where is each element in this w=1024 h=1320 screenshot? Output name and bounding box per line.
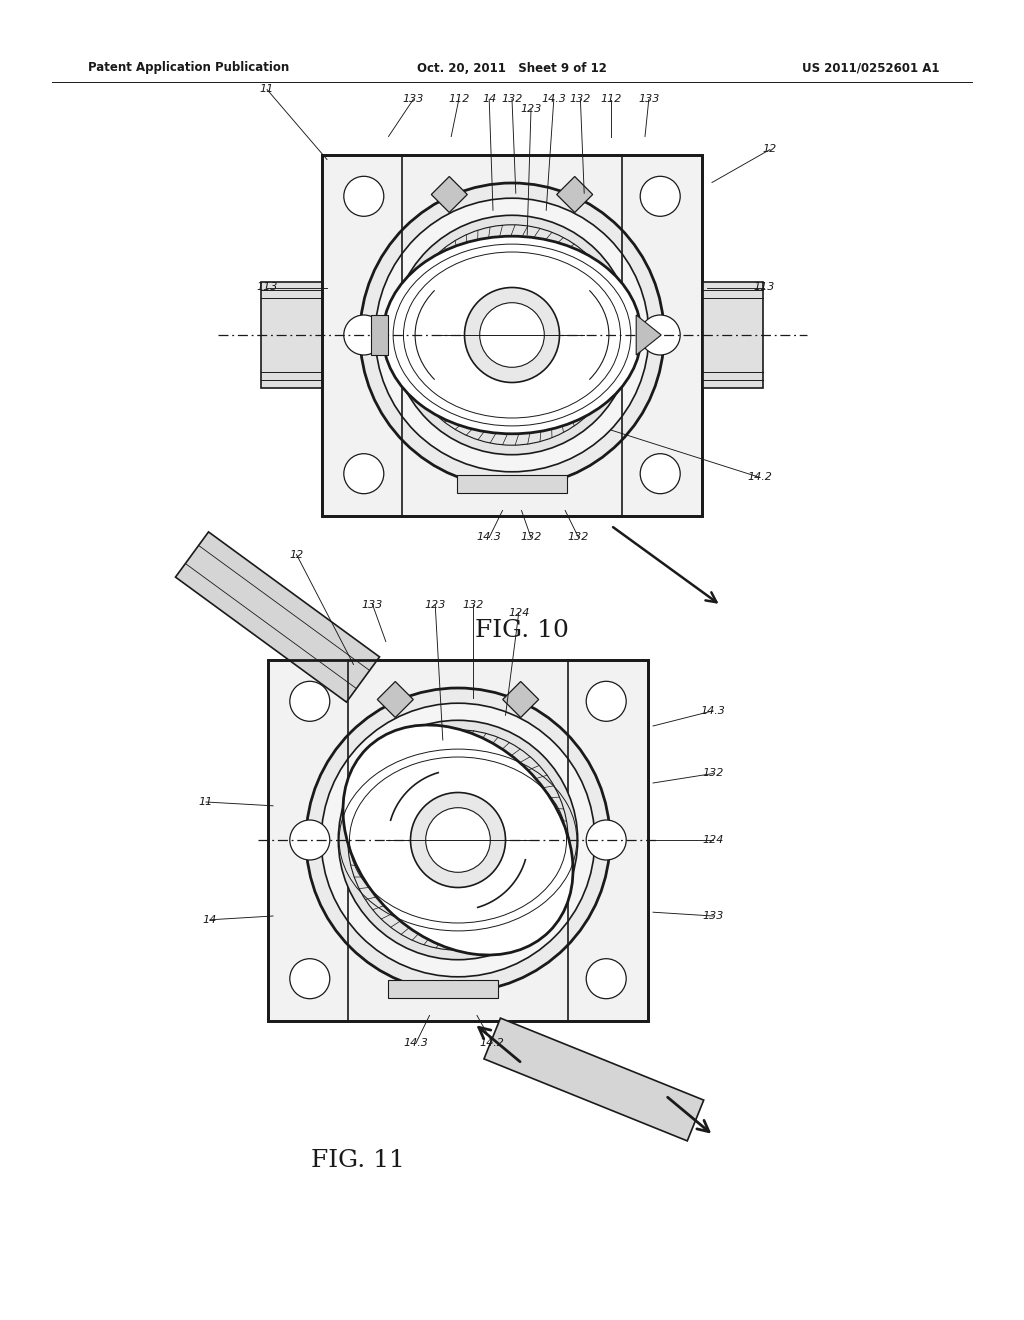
Circle shape (360, 183, 664, 487)
Text: 14.3: 14.3 (542, 95, 566, 104)
Text: 113: 113 (256, 282, 278, 293)
Circle shape (640, 454, 680, 494)
Polygon shape (431, 177, 467, 213)
Text: 132: 132 (702, 768, 724, 779)
Ellipse shape (383, 236, 641, 434)
Text: 132: 132 (520, 532, 542, 543)
Text: FIG. 11: FIG. 11 (311, 1148, 404, 1172)
Circle shape (338, 721, 578, 960)
Circle shape (392, 215, 632, 454)
Circle shape (306, 688, 610, 993)
Circle shape (362, 744, 553, 935)
Polygon shape (557, 177, 593, 213)
Circle shape (344, 454, 384, 494)
Text: FIG. 10: FIG. 10 (475, 619, 569, 642)
Text: 124: 124 (702, 836, 724, 845)
Circle shape (465, 288, 559, 383)
Text: 113: 113 (754, 282, 775, 293)
Text: 132: 132 (569, 95, 591, 104)
Circle shape (290, 958, 330, 999)
Circle shape (378, 760, 538, 920)
Text: 14.2: 14.2 (748, 473, 772, 483)
Text: 123: 123 (520, 104, 542, 115)
Polygon shape (377, 681, 414, 718)
Circle shape (426, 808, 490, 873)
Ellipse shape (343, 725, 573, 954)
Circle shape (586, 958, 627, 999)
Text: 14: 14 (203, 915, 217, 925)
Text: 11: 11 (199, 797, 213, 807)
Text: 12: 12 (763, 144, 777, 154)
Text: 14.3: 14.3 (403, 1038, 429, 1048)
Polygon shape (636, 315, 662, 355)
Bar (261, 281, 322, 388)
Circle shape (479, 302, 545, 367)
Text: Patent Application Publication: Patent Application Publication (88, 62, 289, 74)
Circle shape (411, 792, 506, 887)
Text: 123: 123 (425, 599, 445, 610)
Polygon shape (175, 532, 380, 702)
Text: 11: 11 (260, 84, 274, 95)
Circle shape (322, 704, 595, 977)
Polygon shape (484, 1018, 703, 1140)
Text: 133: 133 (402, 95, 424, 104)
Circle shape (375, 198, 649, 471)
Circle shape (640, 177, 680, 216)
Circle shape (432, 255, 592, 414)
Bar (702, 281, 763, 388)
Text: 132: 132 (502, 95, 522, 104)
Text: 124: 124 (508, 607, 529, 618)
Text: 14.3: 14.3 (477, 532, 502, 543)
Text: 12: 12 (290, 549, 304, 560)
Circle shape (586, 681, 627, 721)
Circle shape (344, 177, 384, 216)
Bar (388, 979, 498, 998)
Bar (322, 154, 702, 516)
Text: 14: 14 (482, 95, 497, 104)
Circle shape (401, 224, 623, 445)
Bar (268, 660, 648, 1020)
Bar (457, 474, 567, 492)
Circle shape (290, 820, 330, 861)
Polygon shape (371, 315, 388, 355)
Text: 132: 132 (463, 599, 484, 610)
Polygon shape (503, 681, 539, 718)
Circle shape (586, 820, 627, 861)
Text: 132: 132 (568, 532, 589, 543)
Circle shape (344, 315, 384, 355)
Text: 133: 133 (702, 911, 724, 921)
Circle shape (640, 315, 680, 355)
Text: 14.3: 14.3 (700, 706, 725, 715)
Text: 133: 133 (361, 599, 383, 610)
Text: Oct. 20, 2011   Sheet 9 of 12: Oct. 20, 2011 Sheet 9 of 12 (417, 62, 607, 74)
Circle shape (417, 240, 607, 430)
Text: 112: 112 (449, 95, 469, 104)
Text: 133: 133 (638, 95, 659, 104)
Text: US 2011/0252601 A1: US 2011/0252601 A1 (803, 62, 940, 74)
Circle shape (290, 681, 330, 721)
Bar (322, 154, 702, 516)
Text: 112: 112 (600, 95, 622, 104)
Circle shape (348, 730, 568, 950)
Text: 14.2: 14.2 (480, 1038, 505, 1048)
Bar (268, 660, 648, 1020)
